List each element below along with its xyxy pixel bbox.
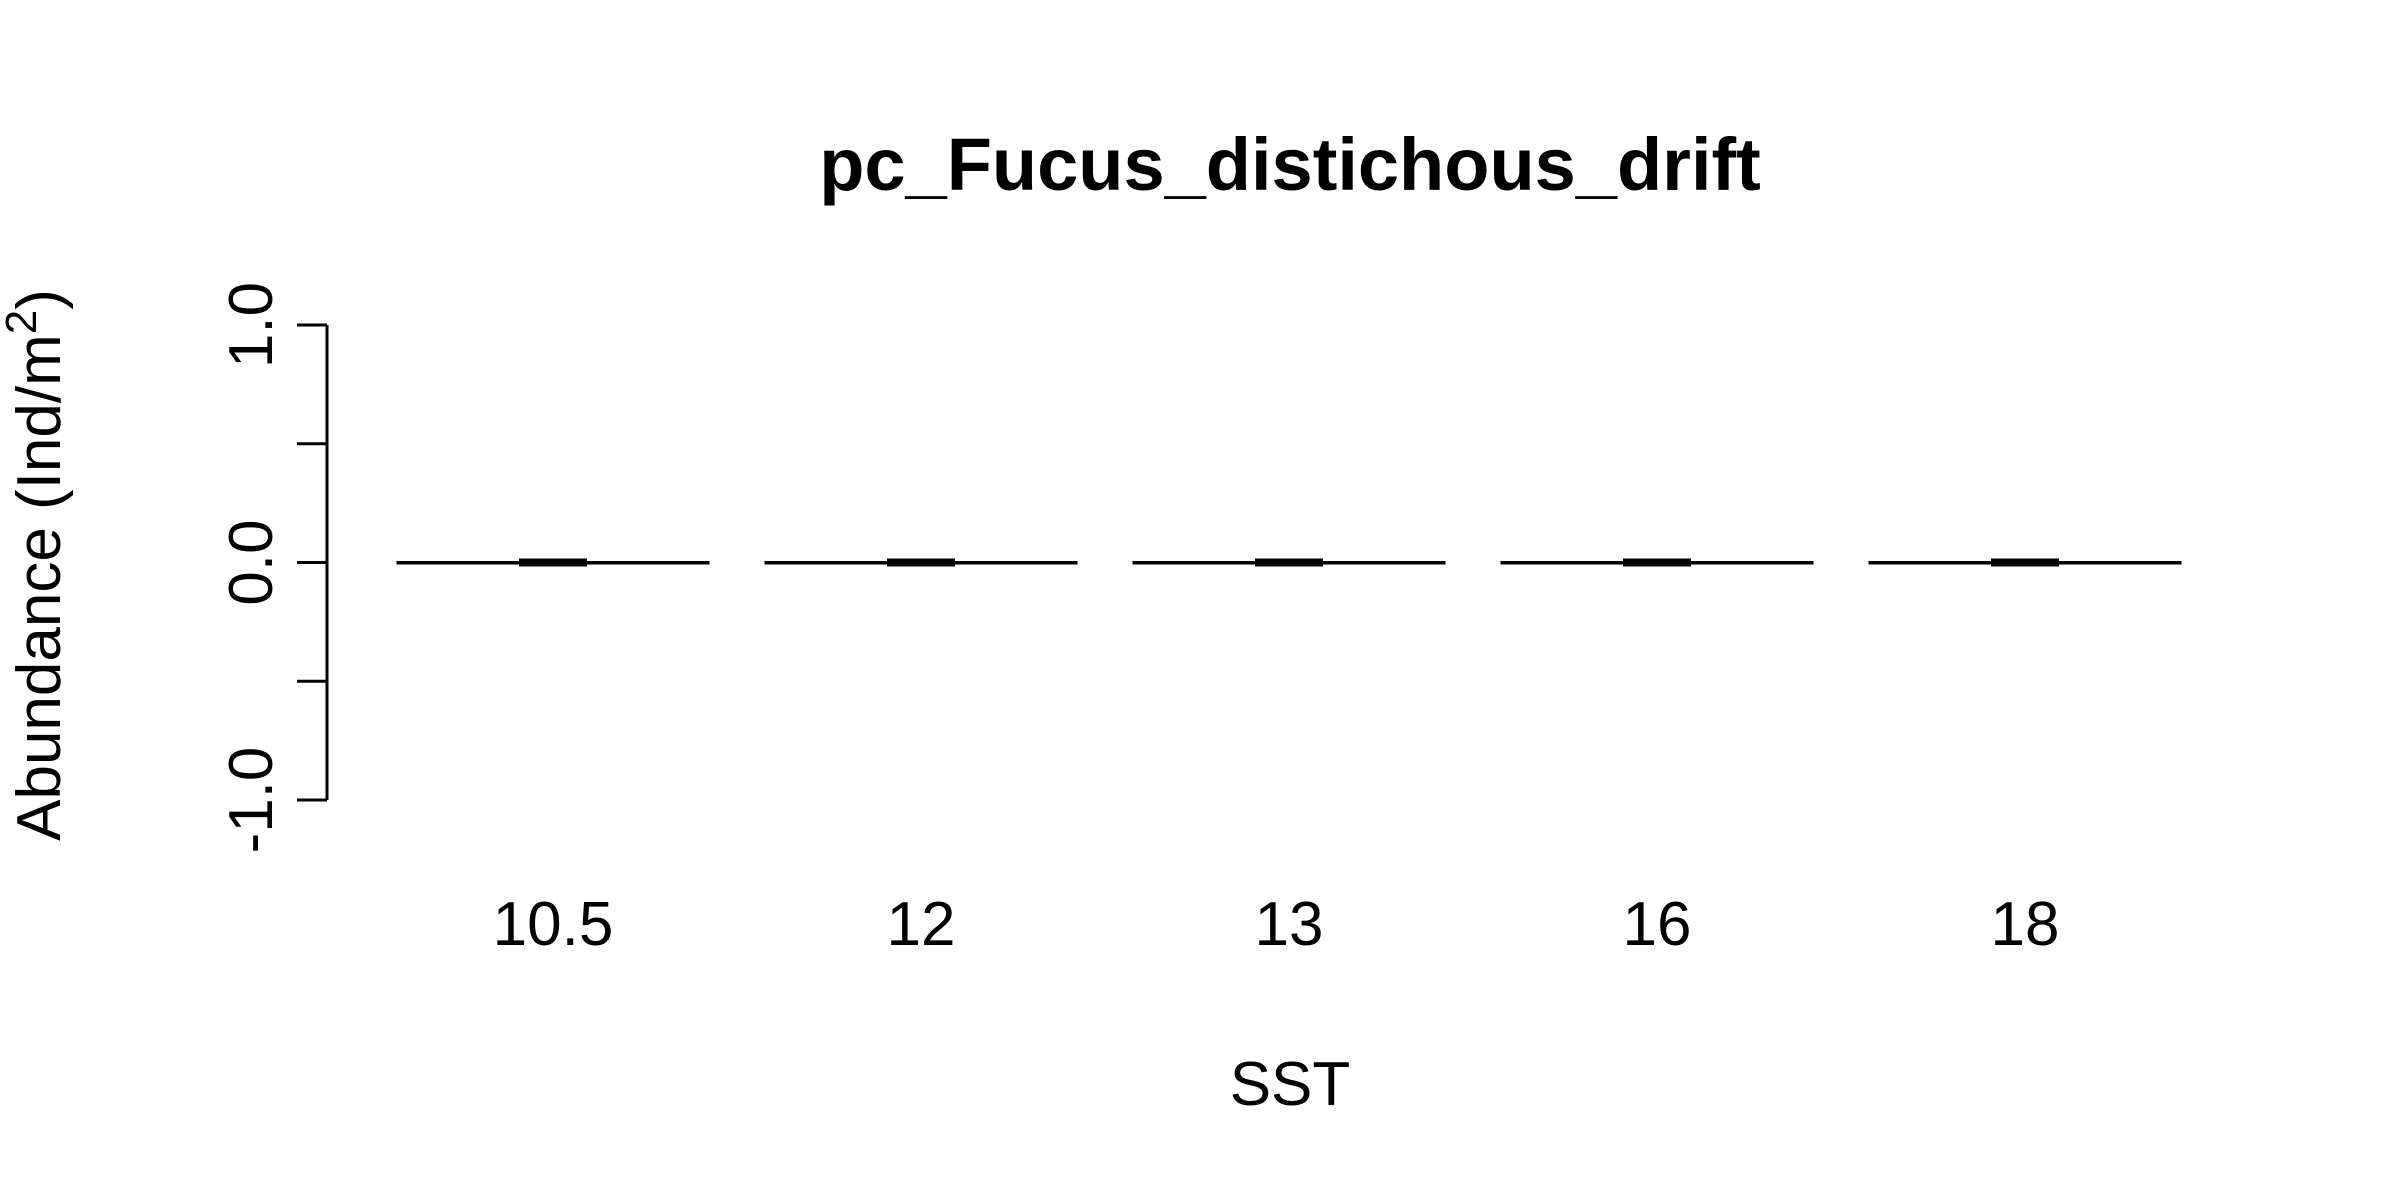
x-tick-label: 10.5 (493, 890, 614, 959)
x-tick-label: 18 (1991, 890, 2060, 959)
y-tick-label: 1.0 (217, 282, 286, 368)
y-axis-label-main: Abundance (Ind/m (5, 334, 74, 841)
box-12 (764, 558, 1078, 567)
chart-title: pc_Fucus_distichous_drift (819, 123, 1761, 206)
boxes (396, 558, 2182, 567)
x-axis-label: SST (1230, 1050, 1351, 1119)
x-tick-label: 13 (1255, 890, 1324, 959)
box-18 (1868, 558, 2182, 567)
x-tick-label: 12 (887, 890, 956, 959)
x-tick-labels: 10.5 12 13 16 18 (493, 890, 2060, 959)
y-axis-label-close: ) (5, 289, 74, 310)
y-tick-label: 0.0 (217, 519, 286, 605)
box-16 (1500, 558, 1814, 567)
y-tick-label: -1.0 (217, 747, 286, 854)
y-axis-label: Abundance (Ind/m2) (0, 289, 74, 841)
y-axis: -1.0 0.0 1.0 (217, 282, 329, 854)
box-10.5 (396, 558, 710, 567)
box-13 (1132, 558, 1446, 567)
y-axis-label-superscript: 2 (0, 310, 46, 334)
x-tick-label: 16 (1623, 890, 1692, 959)
